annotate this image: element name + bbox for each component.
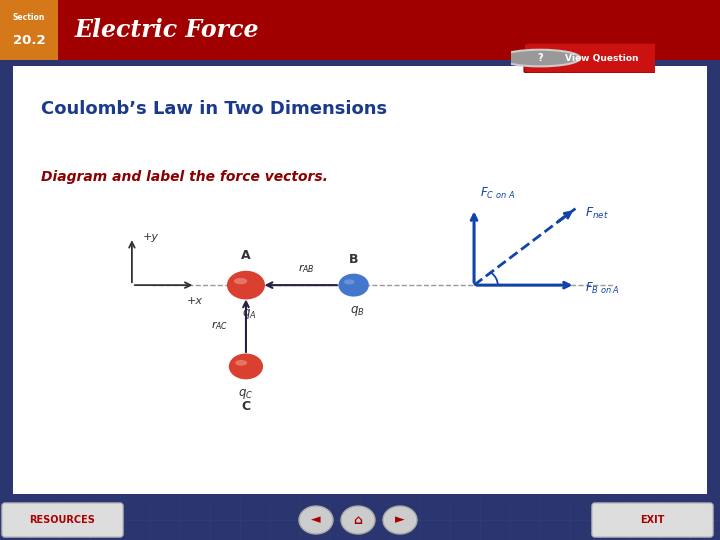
Ellipse shape <box>235 360 247 366</box>
Text: $q_C$: $q_C$ <box>238 387 253 401</box>
Text: 20.2: 20.2 <box>13 34 45 47</box>
Circle shape <box>229 354 263 379</box>
Bar <box>0 0 58 60</box>
Text: B: B <box>349 253 359 266</box>
Text: +x: +x <box>187 295 203 306</box>
Text: $r_{AB}$: $r_{AB}$ <box>298 262 315 275</box>
Circle shape <box>500 50 580 66</box>
Text: $\mathit{F}_{B\ \mathit{on}\ A}$: $\mathit{F}_{B\ \mathit{on}\ A}$ <box>585 281 620 296</box>
Text: ►: ► <box>395 514 405 526</box>
Text: Section: Section <box>13 12 45 22</box>
Text: $q_B$: $q_B$ <box>349 304 364 318</box>
Circle shape <box>227 271 265 300</box>
Text: View Question: View Question <box>565 53 639 63</box>
Text: $r_{AC}$: $r_{AC}$ <box>211 319 228 332</box>
Ellipse shape <box>344 279 355 285</box>
Text: Diagram and label the force vectors.: Diagram and label the force vectors. <box>41 170 328 184</box>
Text: EXIT: EXIT <box>640 515 664 525</box>
FancyBboxPatch shape <box>2 503 123 537</box>
Ellipse shape <box>234 278 247 285</box>
Text: $\mathit{F}_{net}$: $\mathit{F}_{net}$ <box>585 206 608 221</box>
Text: +y: +y <box>143 232 159 242</box>
Text: ?: ? <box>537 53 543 63</box>
FancyBboxPatch shape <box>3 59 717 501</box>
FancyBboxPatch shape <box>524 43 660 73</box>
Text: Electric Force: Electric Force <box>75 18 259 42</box>
Ellipse shape <box>383 506 417 534</box>
Ellipse shape <box>341 506 375 534</box>
Text: $q_A$: $q_A$ <box>242 307 256 321</box>
Text: RESOURCES: RESOURCES <box>29 515 95 525</box>
Text: A: A <box>241 249 251 262</box>
Text: ◄: ◄ <box>311 514 321 526</box>
Text: Coulomb’s Law in Two Dimensions: Coulomb’s Law in Two Dimensions <box>41 100 387 118</box>
Text: $\mathit{F}_{C\ \mathit{on}\ A}$: $\mathit{F}_{C\ \mathit{on}\ A}$ <box>480 186 516 201</box>
Text: ⌂: ⌂ <box>354 514 362 526</box>
Text: C: C <box>241 400 251 413</box>
Ellipse shape <box>299 506 333 534</box>
Circle shape <box>338 274 369 296</box>
FancyBboxPatch shape <box>592 503 713 537</box>
